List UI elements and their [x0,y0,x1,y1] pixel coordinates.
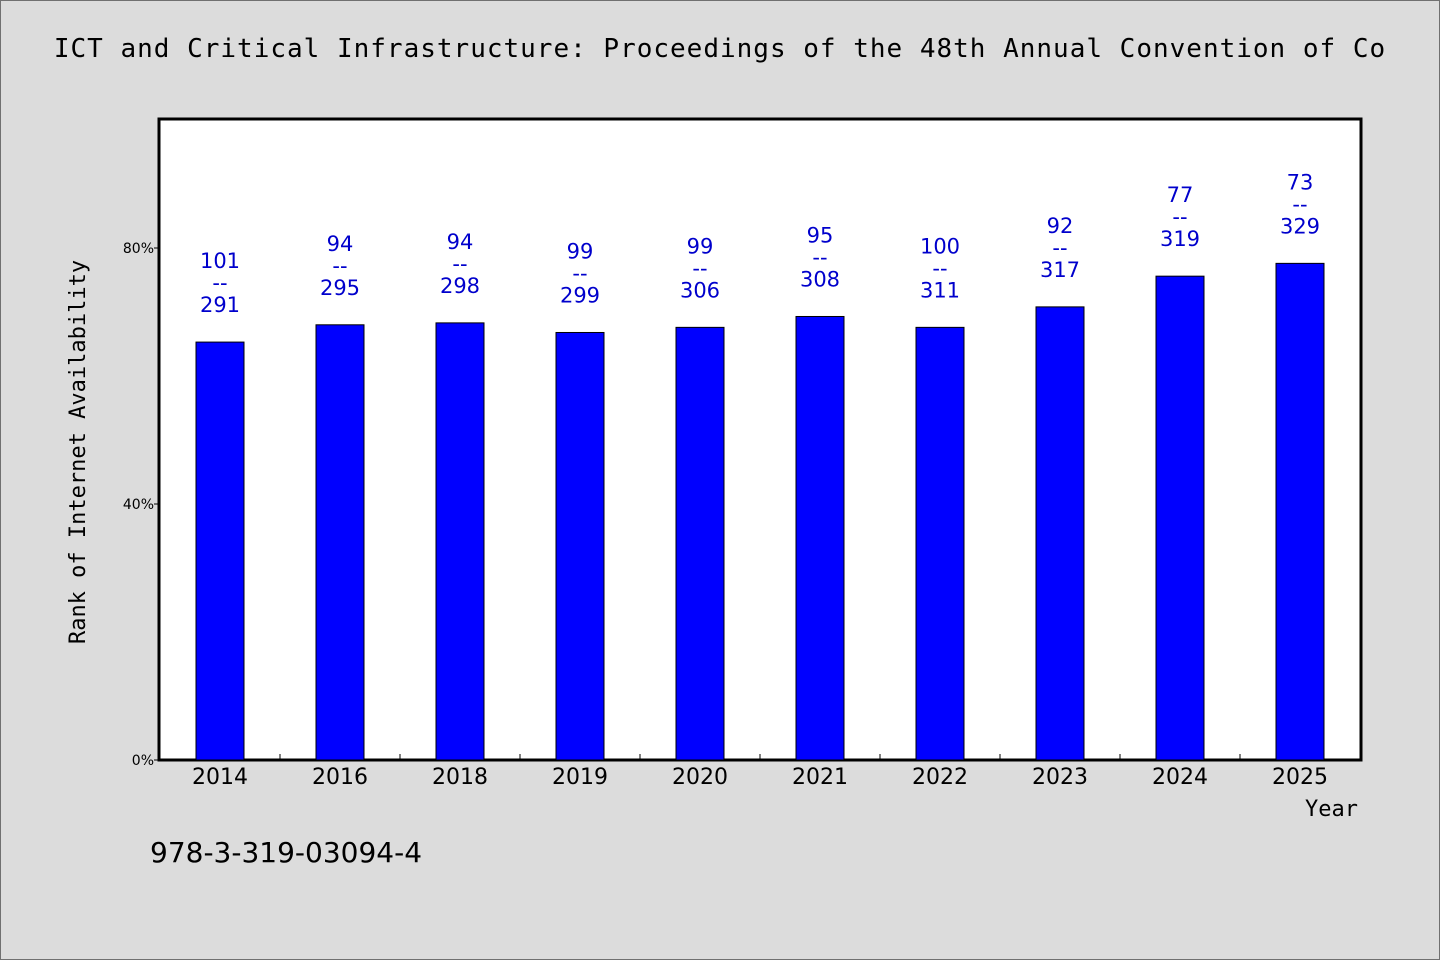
bar-label-separator-2023: -- [1052,236,1067,260]
bar-2022 [915,326,965,761]
bar-label-separator-2016: -- [332,254,347,278]
bar-label-rank-2016: 94 [327,232,354,256]
bars [195,262,1325,761]
bar-label-total-2016: 295 [320,276,360,300]
bar-label-rank-2020: 99 [687,234,714,258]
x-tick-label-2016: 2016 [312,765,368,790]
bar-label-rank-2018: 94 [447,230,474,254]
y-axis-label: Rank of Internet Availability [66,260,91,644]
bar-label-separator-2021: -- [812,245,827,269]
chart-title: ICT and Critical Infrastructure: Proceed… [53,34,1387,64]
x-axis-label: Year [1305,797,1358,822]
bar-2020 [675,326,725,761]
x-tick-label-2021: 2021 [792,765,848,790]
bar-label-rank-2023: 92 [1047,214,1074,238]
isbn-footnote: 978-3-319-03094-4 [150,836,423,869]
bar-2023 [1035,306,1085,761]
x-tick-label-2022: 2022 [912,765,968,790]
x-axis: 2014 2016 2018 2019 2020 2021 2022 2023 2024 2025 [192,754,1328,790]
bar-label-rank-2021: 95 [807,223,834,247]
bar-label-separator-2014: -- [212,271,227,295]
x-tick-label-2023: 2023 [1032,765,1088,790]
bar-label-separator-2018: -- [452,252,467,276]
x-tick-label-2018: 2018 [432,765,488,790]
x-tick-label-2025: 2025 [1272,765,1328,790]
bar-label-rank-2025: 73 [1287,170,1314,194]
bar-label-separator-2022: -- [932,256,947,280]
bar-label-rank-2022: 100 [920,234,960,258]
x-tick-label-2019: 2019 [552,765,608,790]
bar-label-total-2022: 311 [920,278,960,302]
bar-2018 [435,322,485,761]
x-tick-label-2024: 2024 [1152,765,1208,790]
bar-label-total-2014: 291 [200,293,240,317]
bar-2025 [1275,262,1325,761]
y-axis: 0% 40% 80% [123,241,160,769]
bar-2024 [1155,275,1205,761]
y-tick-label: 40% [123,497,154,513]
y-tick-label: 80% [123,241,154,257]
bar-label-total-2024: 319 [1160,227,1200,251]
bar-label-rank-2019: 99 [567,239,594,263]
x-tick-label-2014: 2014 [192,765,248,790]
bar-label-total-2023: 317 [1040,258,1080,282]
y-tick-label: 0% [132,753,154,769]
bar-2016 [315,324,365,761]
bar-label-rank-2014: 101 [200,249,240,273]
bar-label-separator-2024: -- [1172,205,1187,229]
bar-label-total-2020: 306 [680,278,720,302]
bar-2019 [555,331,605,761]
bar-2014 [195,341,245,761]
bar-label-total-2019: 299 [560,283,600,307]
bar-label-separator-2025: -- [1292,192,1307,216]
bar-2021 [795,315,845,761]
bar-label-separator-2020: -- [692,256,707,280]
bar-label-total-2018: 298 [440,274,480,298]
bar-label-total-2021: 308 [800,267,840,291]
bar-label-total-2025: 329 [1280,214,1320,238]
x-tick-label-2020: 2020 [672,765,728,790]
bar-label-separator-2019: -- [572,261,587,285]
bar-label-rank-2024: 77 [1167,183,1194,207]
bar-labels: 101--29194--29594--29899--29999--30695--… [200,170,1320,317]
